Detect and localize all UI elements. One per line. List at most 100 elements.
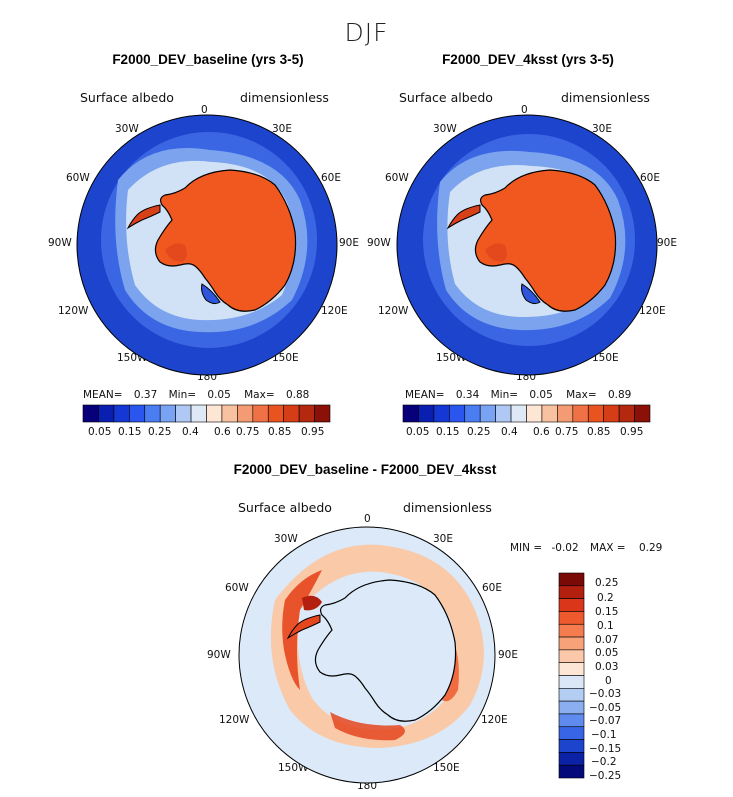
peninsula [126,204,161,230]
colorbar-swatch [558,649,585,663]
colorbar-swatch [129,404,146,423]
colorbar-swatch [314,404,331,423]
colorbar-swatch [558,585,585,599]
land-interior-dark [165,243,187,262]
p2-cbar-tick: 0.6 [533,426,550,438]
diff-dark-spot [302,595,322,611]
p1-lon-150e: 150E [272,352,299,364]
colorbar-swatch [267,404,284,423]
p1-lon-90e: 90E [339,237,359,249]
difference-units: dimensionless [403,500,492,515]
diff-level-label: −0.2 [591,756,617,768]
colorbar-swatch [541,404,558,423]
p2-lon-0: 0 [521,104,528,116]
diff-level-label: −0.03 [589,688,622,700]
map-panel-1 [77,115,337,375]
p3-lon-0: 0 [364,513,371,525]
p2-lon-150e: 150E [592,352,619,364]
map-panel-2-border [396,114,658,376]
difference-variable: Surface albedo [238,500,332,515]
map-panel-1-border [76,114,338,376]
diff-level-label: 0.2 [597,592,614,604]
colorbar-swatch [558,739,585,753]
p2-cbar-tick: 0.95 [620,426,644,438]
colorbar-swatch [558,623,585,638]
colorbar-swatch [252,404,269,423]
colorbar-swatch [237,404,254,423]
diff-level-label: −0.15 [589,743,622,755]
peninsula [446,204,481,230]
colorbar-swatch [433,404,450,423]
p1-lon-120e: 120E [321,305,348,317]
antarctica-land [474,169,617,312]
p2-lon-120w: 120W [378,305,409,317]
colorbar-swatch [464,404,481,423]
p2-lon-30e: 30E [592,123,612,135]
difference-min: -0.02 [551,542,579,554]
antarctica-outline [314,579,457,722]
p2-lon-60w: 60W [385,172,409,184]
panel-2-min-label: Min= [490,389,519,401]
panel-2-min: 0.05 [529,389,553,401]
p2-cbar-tick: 0.75 [555,426,579,438]
colorbar-swatch [298,404,315,423]
diff-level-label: 0.25 [595,577,619,589]
panel-1-max-label: Max= [244,389,275,401]
colorbar-swatch [526,404,543,423]
map-difference-border [238,526,496,784]
p1-lon-120w: 120W [58,305,89,317]
colorbar-difference [558,572,585,779]
colorbar-swatch [558,700,585,715]
panel-1-variable: Surface albedo [80,90,174,105]
p1-cbar-tick: 0.95 [301,426,325,438]
panel-1-mean-label: MEAN= [83,389,123,401]
p1-lon-60e: 60E [321,172,341,184]
p2-cbar-tick: 0.4 [501,426,518,438]
p3-lon-60w: 60W [225,582,249,594]
p1-cbar-tick: 0.4 [182,426,199,438]
panel-1-max: 0.88 [285,389,310,401]
panel-2-variable: Surface albedo [399,90,493,105]
p1-cbar-tick: 0.25 [148,426,172,438]
diff-level-label: 0.1 [597,620,614,632]
p1-cbar-tick: 0.05 [88,426,112,438]
colorbar-swatch [558,662,585,676]
colorbar-swatch [113,404,130,423]
colorbar-swatch [558,598,585,612]
p3-lon-90e: 90E [498,649,518,661]
p3-lon-120e: 120E [481,714,508,726]
season-title: DJF [344,18,389,47]
panel-2-mean: 0.34 [455,389,480,401]
colorbar-swatch [82,404,99,423]
colorbar-swatch [449,404,466,423]
colorbar-swatch [572,404,589,423]
colorbar-swatch [558,752,585,766]
p3-lon-150e: 150E [433,762,460,774]
panel-1-units: dimensionless [240,90,329,105]
colorbar-swatch [558,572,585,587]
weddell-sea-cut [521,283,541,305]
difference-max: 0.29 [638,542,663,554]
p3-lon-60e: 60E [482,582,502,594]
p1-lon-60w: 60W [66,172,90,184]
panel-1-title: F2000_DEV_baseline (yrs 3-5) [112,52,304,67]
diff-level-label: 0.05 [595,647,619,659]
land-interior-dark [485,243,507,262]
panel-2-units: dimensionless [561,90,650,105]
diff-peninsula [286,614,321,640]
map-difference [239,527,495,783]
p1-cbar-tick: 0.15 [118,426,142,438]
diff-level-label: −0.1 [591,729,617,741]
diff-level-label: −0.05 [589,702,622,714]
p1-lon-30w: 30W [115,123,139,135]
p3-lon-90w: 90W [207,649,231,661]
colorbar-swatch [618,404,635,423]
colorbar-swatch [558,675,585,689]
p3-lon-30w: 30W [274,533,298,545]
p2-cbar-tick: 0.85 [587,426,611,438]
colorbar-swatch [558,611,585,625]
p1-cbar-tick: 0.75 [236,426,260,438]
panel-1-min-label: Min= [168,389,197,401]
p2-lon-30w: 30W [433,123,457,135]
colorbar-swatch [510,404,527,423]
